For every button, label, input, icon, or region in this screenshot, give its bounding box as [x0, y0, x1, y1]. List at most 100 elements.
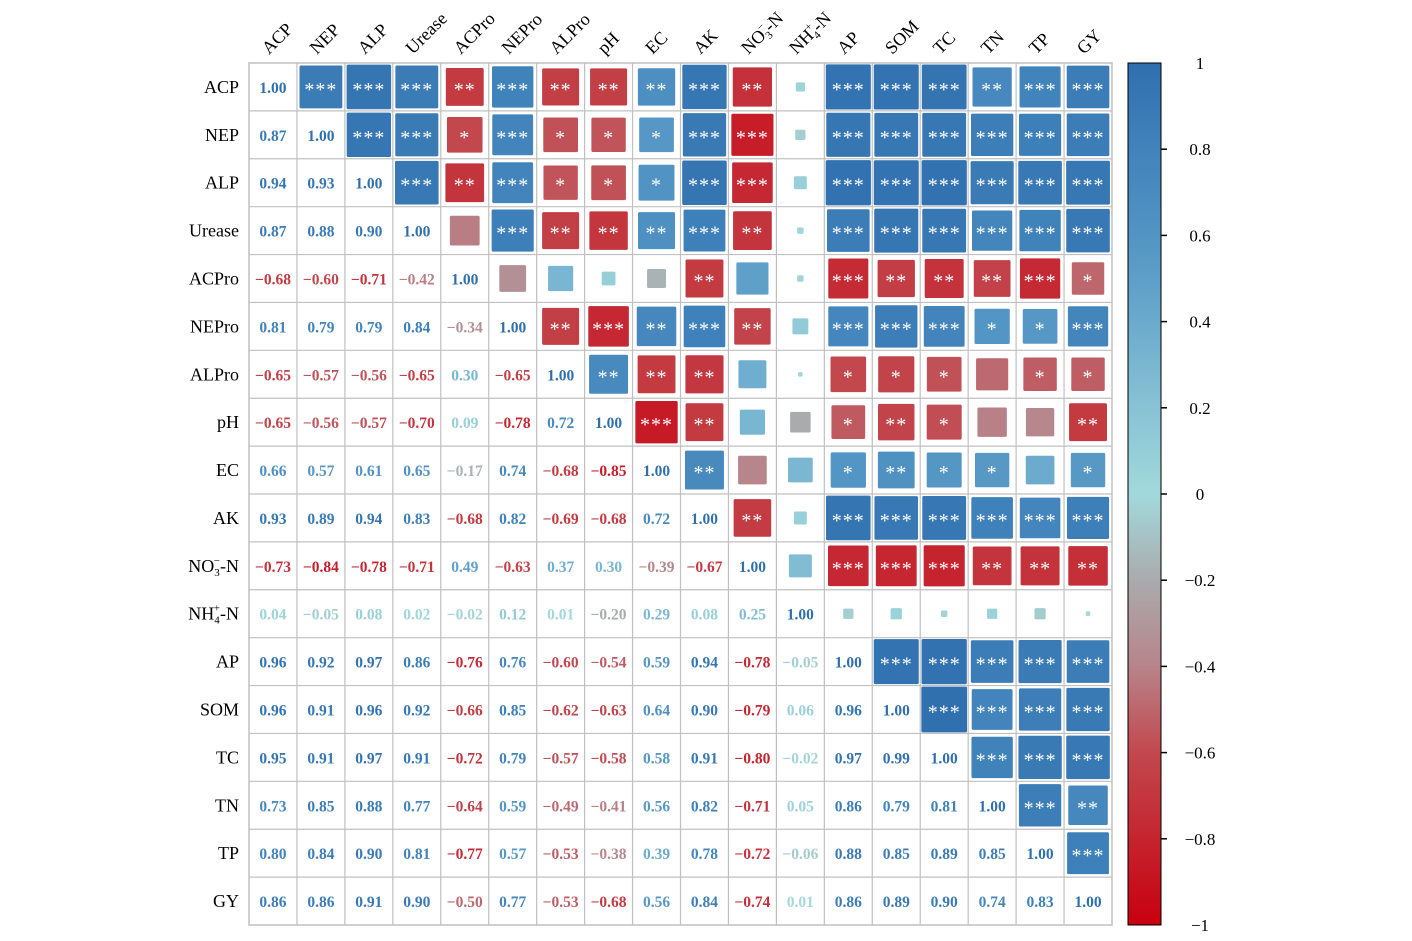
column-label: ALPro — [545, 9, 594, 58]
correlation-value: −0.54 — [591, 655, 627, 672]
correlation-square — [685, 403, 724, 442]
colorbar-tick-label: −1 — [1191, 916, 1209, 935]
significance-stars: *** — [832, 510, 865, 532]
correlation-square — [825, 160, 871, 206]
correlation-square — [601, 271, 616, 286]
column-label: TC — [929, 27, 959, 57]
correlation-value: −0.49 — [543, 798, 579, 815]
correlation-value: 1.00 — [883, 703, 910, 720]
significance-stars: * — [843, 366, 854, 388]
correlation-value: 0.90 — [691, 703, 718, 720]
correlation-square — [733, 499, 772, 537]
correlation-square — [685, 355, 724, 394]
significance-stars: ** — [550, 318, 572, 340]
correlation-value: 0.72 — [547, 415, 574, 432]
correlation-value: 0.86 — [835, 894, 862, 911]
significance-stars: * — [651, 127, 662, 149]
correlation-value: 1.00 — [931, 750, 958, 767]
significance-stars: *** — [880, 318, 913, 340]
significance-stars: *** — [496, 127, 529, 149]
row-label: TC — [216, 747, 239, 767]
significance-stars: * — [843, 414, 854, 436]
significance-stars: *** — [1072, 127, 1105, 149]
correlation-value: 0.88 — [835, 846, 862, 863]
row-label: NEPro — [190, 316, 239, 336]
correlation-square — [636, 306, 677, 347]
correlation-value: 0.86 — [259, 894, 286, 911]
column-label: NEP — [306, 20, 344, 58]
correlation-square — [873, 639, 919, 685]
significance-stars: *** — [832, 79, 865, 101]
significance-stars: *** — [1024, 797, 1057, 819]
correlation-value: 0.97 — [835, 750, 862, 767]
significance-stars: *** — [880, 558, 913, 580]
correlation-square — [1085, 611, 1091, 617]
correlation-value: −0.68 — [255, 272, 291, 289]
correlation-square — [1018, 160, 1062, 205]
significance-stars: ** — [981, 558, 1003, 580]
correlation-value: 0.91 — [307, 750, 334, 767]
row-label: ALPro — [190, 364, 239, 384]
significance-stars: * — [939, 462, 950, 484]
column-label: TP — [1025, 29, 1054, 58]
significance-stars: *** — [976, 223, 1009, 245]
correlation-square — [1066, 640, 1110, 683]
correlation-value: −0.42 — [399, 272, 435, 289]
correlation-square — [987, 608, 998, 619]
correlation-value: 0.85 — [979, 846, 1006, 863]
correlation-value: −0.58 — [591, 750, 627, 767]
correlation-square — [589, 211, 628, 250]
correlation-value: 0.83 — [403, 511, 430, 528]
correlation-square — [1018, 640, 1062, 684]
correlation-square — [793, 176, 807, 190]
correlation-square — [492, 162, 534, 204]
significance-stars: ** — [693, 271, 715, 293]
correlation-square — [830, 452, 866, 488]
significance-stars: *** — [976, 510, 1009, 532]
correlation-square — [926, 356, 962, 392]
significance-stars: ** — [693, 366, 715, 388]
significance-stars: ** — [693, 462, 715, 484]
correlation-value: −0.68 — [591, 511, 627, 528]
correlation-value: 0.61 — [355, 463, 382, 480]
row-label: TP — [218, 843, 239, 863]
correlation-square — [922, 208, 967, 253]
significance-stars: * — [603, 127, 614, 149]
correlation-square — [638, 212, 676, 250]
significance-stars: ** — [454, 175, 476, 197]
significance-stars: * — [459, 127, 470, 149]
correlation-square — [1066, 113, 1110, 157]
correlation-square — [637, 355, 676, 394]
correlation-value: 0.74 — [979, 894, 1006, 911]
correlation-square — [590, 68, 628, 106]
correlation-square — [395, 113, 439, 157]
correlation-value: 0.58 — [643, 750, 670, 767]
column-label: AP — [833, 27, 863, 57]
correlation-value: −0.77 — [447, 846, 483, 863]
correlation-value: −0.60 — [543, 655, 579, 672]
correlation-value: 0.30 — [595, 559, 622, 576]
significance-stars: *** — [688, 175, 721, 197]
correlation-value: 0.90 — [355, 846, 382, 863]
colorbar — [1127, 62, 1162, 926]
correlation-square — [492, 114, 534, 156]
correlation-square — [591, 117, 626, 153]
correlation-value: 0.97 — [355, 655, 382, 672]
significance-stars: *** — [880, 510, 913, 532]
correlation-value: −0.74 — [734, 894, 770, 911]
significance-stars: *** — [400, 175, 433, 197]
significance-stars: *** — [880, 175, 913, 197]
correlation-value: 0.82 — [691, 798, 718, 815]
significance-stars: ** — [693, 414, 715, 436]
correlation-value: 1.00 — [259, 80, 286, 97]
correlation-square — [733, 211, 772, 250]
correlation-value: 0.83 — [1027, 894, 1054, 911]
significance-stars: * — [939, 366, 950, 388]
correlation-value: 0.29 — [643, 607, 670, 624]
correlation-square — [971, 736, 1013, 779]
correlation-square — [875, 305, 918, 348]
correlation-value: 0.89 — [883, 894, 910, 911]
correlation-value: 1.00 — [1027, 846, 1054, 863]
column-label: AK — [689, 25, 722, 58]
correlation-value: 0.57 — [499, 846, 526, 863]
